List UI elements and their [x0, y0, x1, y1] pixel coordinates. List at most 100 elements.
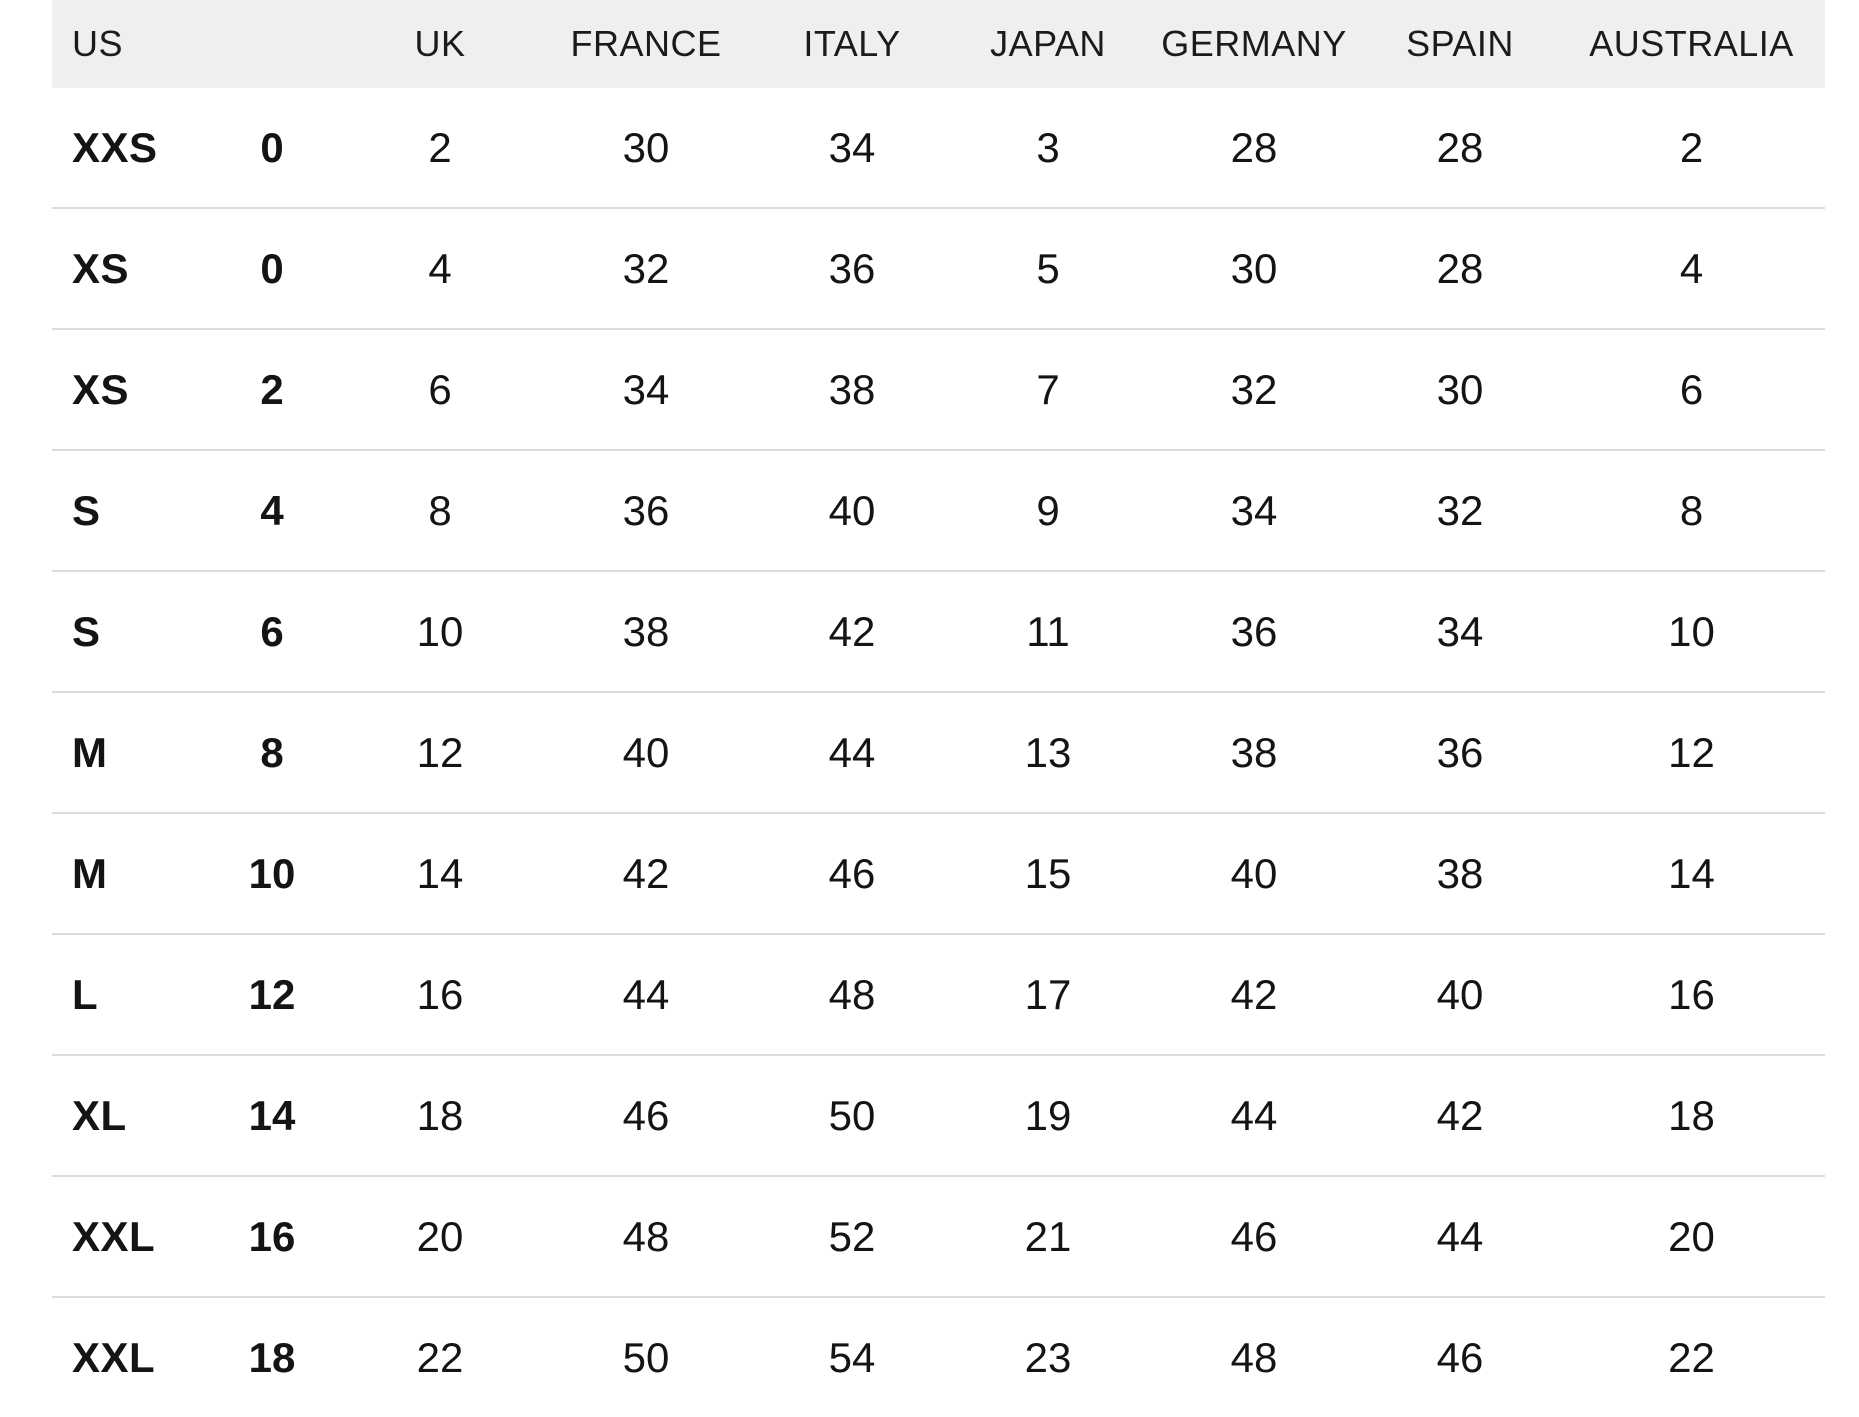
cell-japan: 23 — [950, 1296, 1146, 1417]
cell-france: 30 — [622, 123, 670, 171]
cell-us-letter: XL — [52, 1054, 202, 1176]
cell-germany: 44 — [1146, 1054, 1362, 1176]
cell-us-number: 0 — [260, 123, 284, 171]
cell-spain: 38 — [1362, 812, 1558, 934]
cell-australia: 8 — [1558, 449, 1825, 571]
cell-italy: 44 — [754, 691, 950, 813]
cell-uk: 12 — [342, 691, 538, 813]
cell-italy: 52 — [754, 1175, 950, 1297]
table-row: XXS 0 2 30 34 3 28 28 2 — [52, 88, 1825, 208]
cell-spain: 28 — [1362, 207, 1558, 329]
cell-france: 36 — [538, 449, 754, 571]
cell-japan: 21 — [950, 1175, 1146, 1297]
cell-us-letter: XS — [52, 328, 202, 450]
column-header-us-numeric — [202, 0, 342, 88]
cell-spain: 40 — [1362, 933, 1558, 1055]
cell-spain: 46 — [1362, 1296, 1558, 1417]
cell-italy: 50 — [754, 1054, 950, 1176]
cell-france: 40 — [538, 691, 754, 813]
cell-uk: 22 — [342, 1296, 538, 1417]
cell-italy: 46 — [754, 812, 950, 934]
cell-france: 34 — [538, 328, 754, 450]
size-table: US UK FRANCE ITALY JAPAN GERMANY SPAIN A… — [52, 0, 1825, 1417]
table-row: XXL 18 22 50 54 23 48 46 22 — [52, 1296, 1825, 1417]
cell-us-letter: XXL — [52, 1175, 202, 1297]
column-header-australia: AUSTRALIA — [1589, 23, 1794, 64]
cell-germany: 46 — [1146, 1175, 1362, 1297]
cell-australia: 4 — [1558, 207, 1825, 329]
cell-uk: 14 — [342, 812, 538, 934]
table-body: XXS 0 2 30 34 3 28 28 2 XS 0 4 32 36 5 30 28 4 XS 2 6 34 38 7 32… — [52, 88, 1825, 1417]
cell-germany: 34 — [1146, 449, 1362, 571]
cell-us-number: 8 — [202, 691, 342, 813]
column-header-uk: UK — [414, 23, 466, 64]
cell-us-letter: S — [52, 570, 202, 692]
cell-france: 44 — [538, 933, 754, 1055]
cell-us-letter: M — [52, 691, 202, 813]
cell-spain: 32 — [1362, 449, 1558, 571]
cell-spain: 42 — [1362, 1054, 1558, 1176]
table-row: XS 2 6 34 38 7 32 30 6 — [52, 328, 1825, 450]
table-row: L 12 16 44 48 17 42 40 16 — [52, 933, 1825, 1055]
cell-uk: 20 — [342, 1175, 538, 1297]
cell-australia: 18 — [1558, 1054, 1825, 1176]
cell-france: 50 — [538, 1296, 754, 1417]
cell-italy: 40 — [754, 449, 950, 571]
cell-japan: 5 — [950, 207, 1146, 329]
cell-uk: 10 — [342, 570, 538, 692]
cell-japan: 11 — [950, 570, 1146, 692]
cell-germany: 28 — [1230, 123, 1278, 171]
cell-germany: 38 — [1146, 691, 1362, 813]
cell-japan: 17 — [950, 933, 1146, 1055]
cell-australia: 10 — [1558, 570, 1825, 692]
table-row: M 8 12 40 44 13 38 36 12 — [52, 691, 1825, 813]
cell-us-letter: XS — [52, 207, 202, 329]
cell-australia: 2 — [1679, 123, 1704, 171]
cell-us-number: 10 — [202, 812, 342, 934]
table-row: XL 14 18 46 50 19 44 42 18 — [52, 1054, 1825, 1176]
cell-us-number: 16 — [202, 1175, 342, 1297]
cell-uk: 2 — [428, 123, 452, 171]
cell-france: 46 — [538, 1054, 754, 1176]
cell-italy: 34 — [828, 123, 876, 171]
cell-us-number: 12 — [202, 933, 342, 1055]
cell-us-number: 4 — [202, 449, 342, 571]
cell-spain: 34 — [1362, 570, 1558, 692]
cell-germany: 30 — [1146, 207, 1362, 329]
cell-us-letter: L — [52, 933, 202, 1055]
cell-france: 48 — [538, 1175, 754, 1297]
cell-uk: 18 — [342, 1054, 538, 1176]
cell-us-letter: XXS — [72, 123, 158, 171]
cell-japan: 7 — [950, 328, 1146, 450]
cell-japan: 3 — [1036, 123, 1060, 171]
cell-france: 42 — [538, 812, 754, 934]
cell-italy: 48 — [754, 933, 950, 1055]
cell-australia: 16 — [1558, 933, 1825, 1055]
cell-spain: 36 — [1362, 691, 1558, 813]
cell-germany: 42 — [1146, 933, 1362, 1055]
cell-italy: 42 — [754, 570, 950, 692]
cell-japan: 13 — [950, 691, 1146, 813]
cell-germany: 40 — [1146, 812, 1362, 934]
cell-us-letter: S — [52, 449, 202, 571]
cell-us-number: 2 — [202, 328, 342, 450]
table-row: XS 0 4 32 36 5 30 28 4 — [52, 207, 1825, 329]
cell-japan: 19 — [950, 1054, 1146, 1176]
cell-italy: 36 — [754, 207, 950, 329]
column-header-us: US — [72, 23, 124, 64]
cell-italy: 54 — [754, 1296, 950, 1417]
cell-australia: 12 — [1558, 691, 1825, 813]
cell-spain: 30 — [1362, 328, 1558, 450]
table-row: S 6 10 38 42 11 36 34 10 — [52, 570, 1825, 692]
cell-australia: 14 — [1558, 812, 1825, 934]
table-header: US UK FRANCE ITALY JAPAN GERMANY SPAIN A… — [52, 0, 1825, 88]
cell-germany: 32 — [1146, 328, 1362, 450]
cell-spain: 28 — [1436, 123, 1484, 171]
cell-uk: 4 — [342, 207, 538, 329]
cell-australia: 22 — [1558, 1296, 1825, 1417]
cell-us-letter: M — [52, 812, 202, 934]
cell-us-number: 0 — [202, 207, 342, 329]
cell-uk: 6 — [342, 328, 538, 450]
cell-us-letter: XXL — [52, 1296, 202, 1417]
cell-germany: 48 — [1146, 1296, 1362, 1417]
